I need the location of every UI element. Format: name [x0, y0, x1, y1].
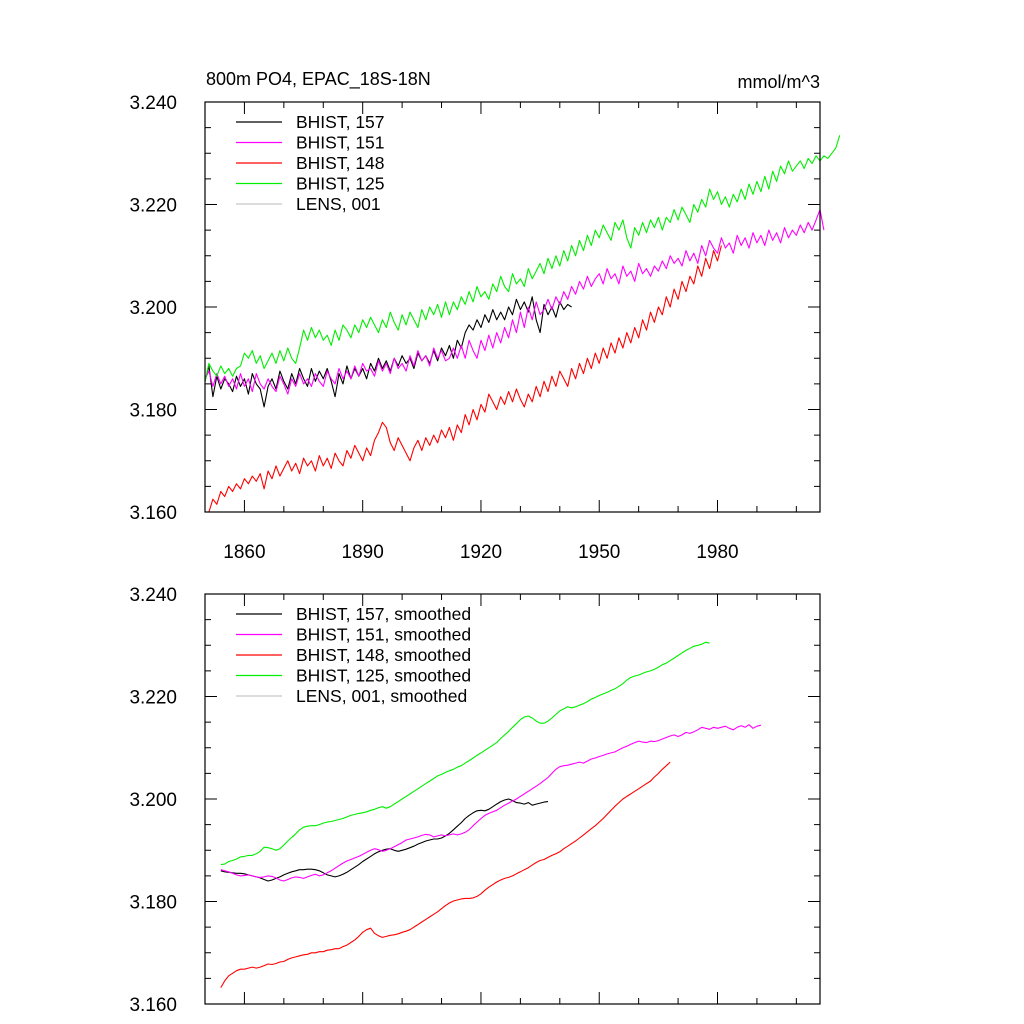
y-tick-label: 3.160 — [129, 995, 177, 1016]
plot-frame — [204, 593, 821, 1005]
y-tick-label: 3.180 — [129, 401, 177, 422]
y-tick-label: 3.220 — [129, 196, 177, 217]
legend-label: BHIST, 148, smoothed — [296, 645, 471, 665]
legend-label: BHIST, 125 — [296, 174, 385, 194]
legend-label: BHIST, 148 — [296, 153, 385, 173]
x-tick-label: 1980 — [696, 542, 738, 563]
series-line — [220, 641, 710, 866]
y-tick-label: 3.240 — [129, 93, 177, 114]
series-lines — [204, 135, 841, 513]
y-axis-labels: 3.160 3.180 3.200 3.220 3.240 — [129, 585, 177, 1016]
series-line — [220, 724, 762, 882]
top-panel: 800m PO4, EPAC_18S-18N mmol/m^3 3.1603.1… — [129, 69, 841, 563]
x-tick-label: 1860 — [223, 542, 265, 563]
units-label: mmol/m^3 — [738, 72, 820, 92]
x-tick-label: 1920 — [460, 542, 502, 563]
y-tick-label: 3.160 — [129, 503, 177, 524]
x-axis-labels: 1860 1890 1920 1950 1980 — [223, 542, 738, 563]
legend-label: BHIST, 125, smoothed — [296, 666, 471, 686]
series-line — [208, 245, 722, 513]
legend-label: LENS, 001 — [296, 194, 381, 214]
x-tick-label: 1950 — [578, 542, 620, 563]
legend-label: LENS, 001, smoothed — [296, 686, 467, 706]
legend-label: BHIST, 151, smoothed — [296, 625, 471, 645]
plot-frame — [204, 101, 821, 513]
y-tick-label: 3.220 — [129, 688, 177, 709]
series-line — [204, 209, 825, 395]
y-tick-label: 3.200 — [129, 298, 177, 319]
series-line — [220, 798, 549, 882]
x-tick-label: 1890 — [342, 542, 384, 563]
y-tick-label: 3.200 — [129, 790, 177, 811]
y-tick-label: 3.180 — [129, 893, 177, 914]
legend-label: BHIST, 157 — [296, 112, 385, 132]
bottom-panel: 3.160 3.180 3.200 3.220 3.240 BHIST, 157, sm… — [129, 585, 821, 1016]
series-line — [204, 135, 841, 382]
y-axis-labels: 3.160 3.180 3.200 3.220 3.240 — [129, 93, 177, 524]
y-tick-label: 3.240 — [129, 585, 177, 606]
series-line — [204, 296, 572, 408]
series-lines — [220, 641, 762, 988]
series-line — [220, 761, 671, 988]
legend-label: BHIST, 151 — [296, 133, 385, 153]
legend-label: BHIST, 157, smoothed — [296, 604, 471, 624]
chart-title: 800m PO4, EPAC_18S-18N — [206, 69, 431, 90]
